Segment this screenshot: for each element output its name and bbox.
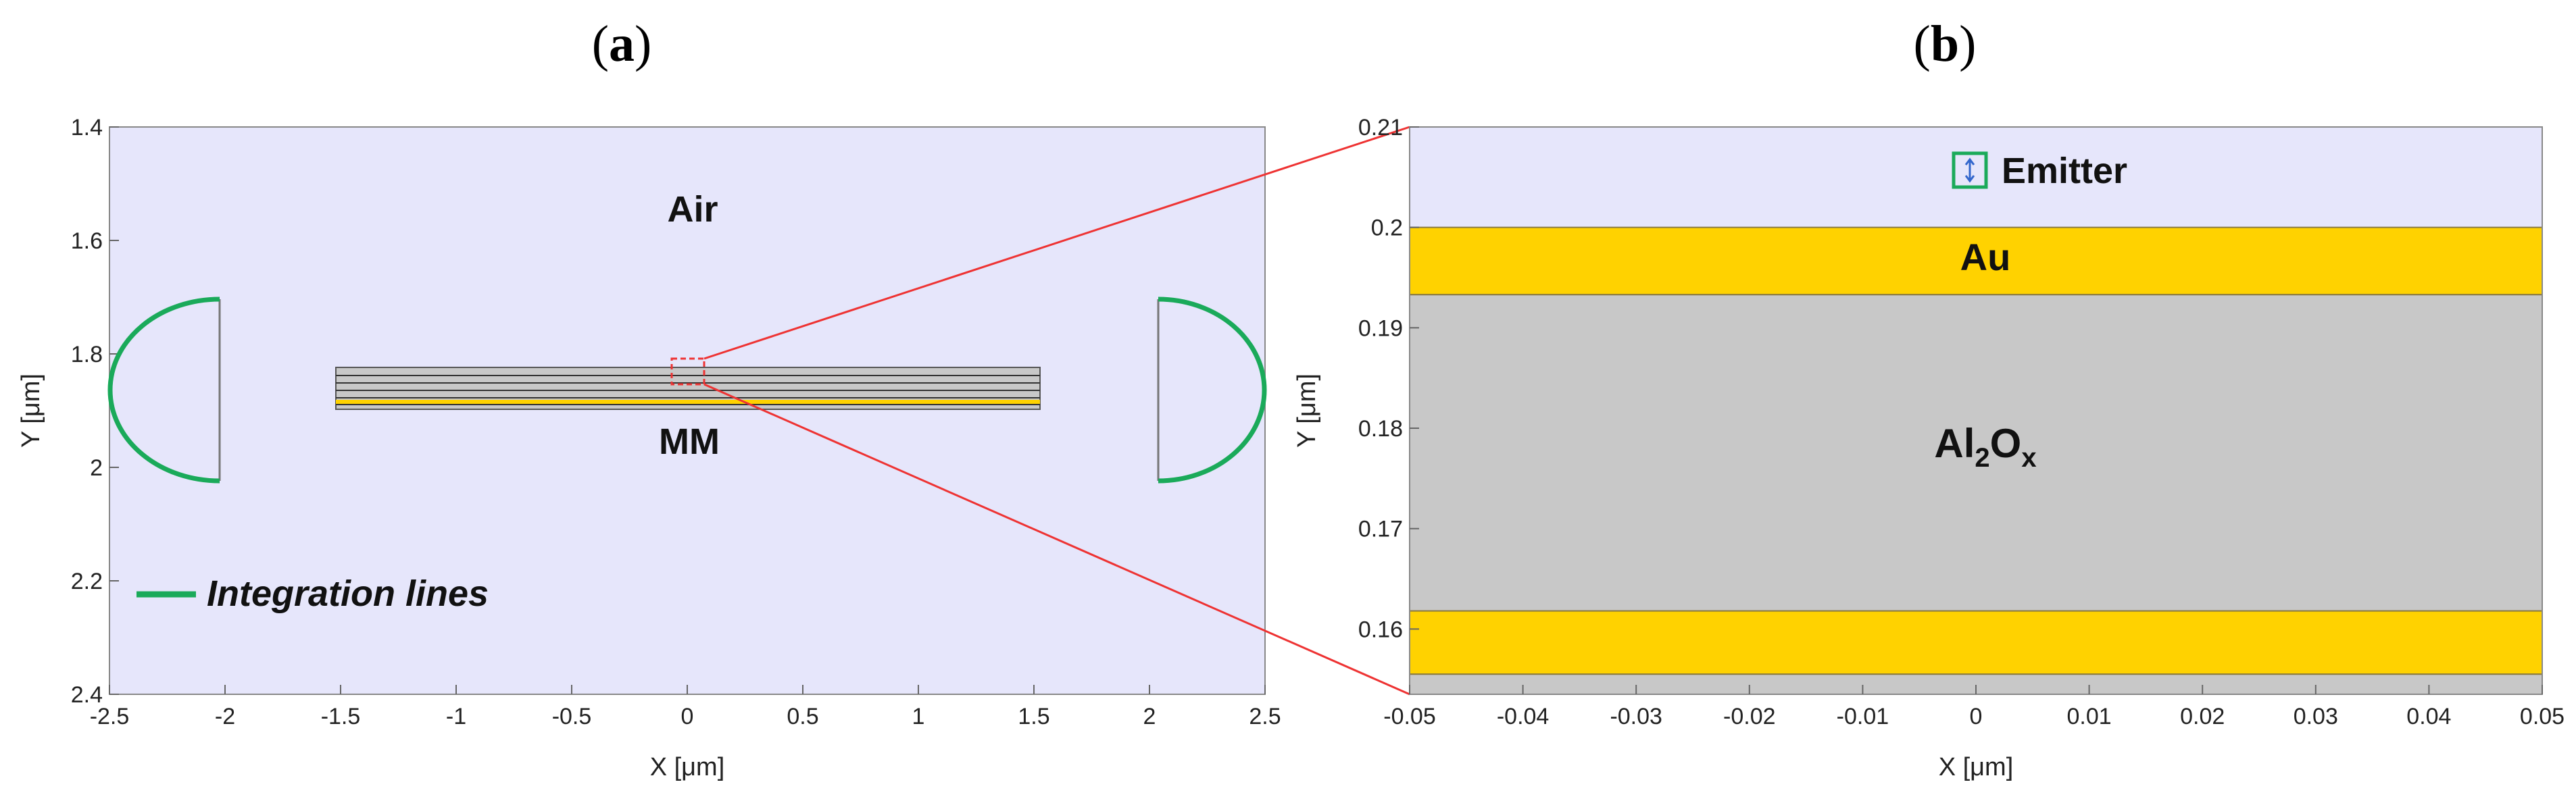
y-tick-label: 1.8 bbox=[71, 342, 103, 367]
x-tick-label: 0.03 bbox=[2294, 704, 2338, 729]
panel-b-y-axis-title: Y [μm] bbox=[1293, 373, 1321, 448]
emitter: Emitter bbox=[1952, 151, 2127, 191]
y-tick-label: 0.2 bbox=[1371, 215, 1403, 241]
layer-al2ox-label: Al2Ox bbox=[1934, 421, 2036, 473]
x-tick-label: -2.5 bbox=[90, 704, 130, 729]
zoom-box bbox=[670, 357, 705, 386]
layer-rect bbox=[1409, 226, 2543, 296]
x-tick-label: -0.5 bbox=[552, 704, 592, 729]
y-tick-label: 2.2 bbox=[71, 569, 103, 594]
panel-a-plot-area bbox=[109, 126, 1266, 695]
panel-a-y-ticks: 1.4 1.6 1.8 2 2.2 2.4 bbox=[71, 115, 119, 708]
panel-a-y-axis-title: Y [μm] bbox=[17, 373, 45, 448]
x-tick-label: -0.05 bbox=[1383, 704, 1436, 729]
x-tick-label: -0.01 bbox=[1837, 704, 1889, 729]
x-tick-label: 1.5 bbox=[1018, 704, 1049, 729]
x-tick-label: -0.02 bbox=[1723, 704, 1776, 729]
layer-rect bbox=[1409, 294, 2543, 612]
y-tick-label: 1.6 bbox=[71, 228, 103, 254]
panel-b-y-ticks: 0.16 0.17 0.18 0.19 0.2 0.21 bbox=[1358, 115, 1419, 642]
panel-a-label: (a) bbox=[592, 16, 652, 72]
panel-a-x-ticks: -2.5 -2 -1.5 -1 -0.5 0 0.5 1 1.5 2 2.5 bbox=[90, 685, 1281, 729]
y-tick-label: 0.21 bbox=[1358, 115, 1403, 140]
x-tick-label: 0 bbox=[1970, 704, 1983, 729]
region-mm-label: MM bbox=[659, 421, 720, 462]
panel-a-x-axis-title: X [μm] bbox=[650, 753, 725, 781]
zoom-connector-top bbox=[703, 126, 1410, 360]
y-tick-label: 0.17 bbox=[1358, 517, 1403, 542]
zoom-connector-bottom bbox=[703, 383, 1410, 696]
emitter-label: Emitter bbox=[2002, 151, 2127, 191]
y-tick-label: 2.4 bbox=[71, 682, 103, 708]
legend-label: Integration lines bbox=[207, 573, 489, 614]
x-tick-label: 0 bbox=[681, 704, 694, 729]
layer-rect bbox=[1409, 610, 2543, 675]
x-tick-label: -1 bbox=[446, 704, 466, 729]
x-tick-label: 2 bbox=[1143, 704, 1156, 729]
metamaterial-stack bbox=[335, 367, 1041, 410]
panel-b-label: (b) bbox=[1914, 16, 1977, 72]
panel-b: -0.05 -0.04 -0.03 -0.02 -0.01 0 0.01 0.02 0.03 0.… bbox=[1293, 115, 2565, 781]
panel-b-x-axis-title: X [μm] bbox=[1939, 753, 2014, 781]
x-tick-label: 0.05 bbox=[2520, 704, 2565, 729]
x-tick-label: 0.01 bbox=[2067, 704, 2112, 729]
panel-a: -2.5 -2 -1.5 -1 -0.5 0 0.5 1 1.5 2 2.5 1.4 1.6 1.8 2 2… bbox=[17, 115, 1281, 781]
y-tick-label: 0.16 bbox=[1358, 617, 1403, 642]
legend: Integration lines bbox=[137, 573, 489, 614]
x-tick-label: -2 bbox=[215, 704, 235, 729]
x-tick-label: -0.04 bbox=[1497, 704, 1550, 729]
right-integration-line bbox=[1157, 296, 1267, 484]
emitter-box bbox=[1952, 151, 1988, 189]
x-tick-label: -1.5 bbox=[321, 704, 361, 729]
panel-b-x-ticks: -0.05 -0.04 -0.03 -0.02 -0.01 0 0.01 0.02 0.03 0.… bbox=[1383, 685, 2565, 729]
x-tick-label: -0.03 bbox=[1610, 704, 1662, 729]
y-tick-label: 1.4 bbox=[71, 115, 103, 140]
y-tick-label: 2 bbox=[90, 455, 103, 481]
layer-au-label: Au bbox=[1960, 236, 2011, 278]
x-tick-label: 0.02 bbox=[2180, 704, 2225, 729]
y-tick-label: 0.19 bbox=[1358, 315, 1403, 341]
x-tick-label: 0.5 bbox=[787, 704, 818, 729]
panel-b-layers bbox=[1409, 226, 2543, 696]
left-integration-line bbox=[107, 296, 221, 484]
y-tick-label: 0.18 bbox=[1358, 416, 1403, 442]
region-air-label: Air bbox=[667, 189, 718, 230]
x-tick-label: 2.5 bbox=[1249, 704, 1281, 729]
x-tick-label: 0.04 bbox=[2406, 704, 2451, 729]
x-tick-label: 1 bbox=[912, 704, 925, 729]
